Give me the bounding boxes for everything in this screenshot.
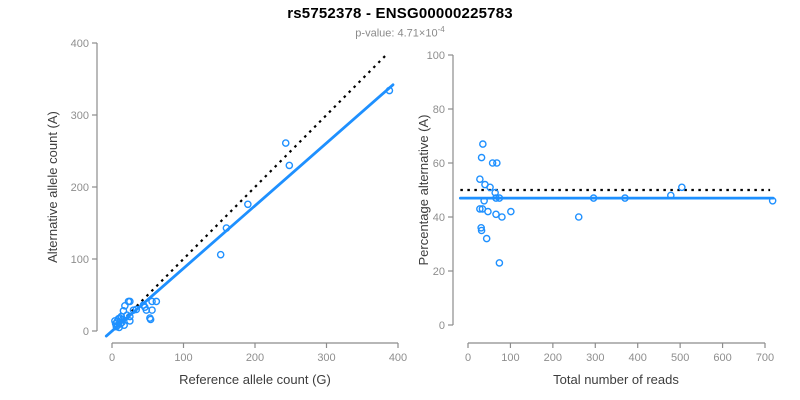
data-point — [480, 196, 488, 205]
left-scatter-plot: Reference allele count (G) Alternative a… — [45, 38, 407, 387]
x-tick-label: 0 — [109, 352, 115, 364]
x-tick-label: 200 — [246, 352, 264, 364]
data-point — [126, 317, 134, 325]
data-point — [476, 175, 484, 183]
data-point — [477, 226, 486, 235]
y-tick-label: 40 — [433, 212, 445, 224]
y-axis-title-right: Percentage alternative (A) — [416, 114, 431, 265]
x-tick-label: 400 — [389, 352, 407, 364]
y-tick-label: 400 — [71, 38, 89, 50]
pvalue-label: p-value: 4.71×10 — [355, 27, 438, 40]
data-point — [495, 259, 504, 267]
data-point — [678, 183, 686, 192]
y-tick-label: 300 — [71, 110, 89, 122]
y-axis-title-left: Alternative allele count (A) — [45, 111, 60, 263]
y-tick-label: 80 — [433, 104, 445, 116]
data-point — [216, 250, 225, 259]
x-tick-label: 700 — [756, 352, 774, 364]
data-point — [491, 188, 499, 197]
right-scatter-plot: Total number of reads Percentage alterna… — [416, 50, 777, 387]
data-point — [111, 317, 119, 325]
data-point — [115, 323, 123, 332]
data-point — [495, 194, 504, 202]
x-axis-title-right: Total number of reads — [553, 372, 679, 387]
data-point — [574, 213, 583, 221]
data-point — [139, 301, 148, 309]
fit-line — [104, 83, 395, 338]
x-tick-label: 200 — [544, 352, 562, 364]
x-axis-title-left: Reference allele count (G) — [179, 372, 331, 387]
x-tick-label: 300 — [317, 352, 335, 364]
data-point — [129, 306, 138, 314]
data-point — [146, 314, 154, 322]
y-tick-label: 100 — [71, 254, 89, 266]
data-point — [488, 159, 497, 167]
data-point — [222, 224, 231, 232]
data-point — [486, 183, 494, 192]
data-point — [285, 161, 294, 170]
y-tick-label: 0 — [83, 326, 89, 338]
data-point — [768, 196, 777, 205]
data-point — [244, 200, 252, 209]
y-tick-label: 0 — [439, 320, 445, 332]
y-tick-label: 60 — [433, 158, 445, 170]
data-point — [498, 213, 506, 221]
data-point — [121, 301, 129, 310]
data-point — [479, 140, 487, 148]
data-point — [621, 194, 629, 202]
data-point — [493, 159, 501, 167]
y-tick-label: 200 — [71, 182, 89, 194]
x-tick-label: 0 — [465, 352, 471, 364]
chart-header: rs5752378 - ENSG00000225783 p-value: 4.7… — [0, 5, 800, 41]
data-point — [385, 86, 394, 95]
data-point — [482, 234, 491, 243]
reference-dotted-line — [111, 53, 388, 332]
pvalue-exponent: -4 — [437, 25, 445, 34]
data-point — [281, 139, 290, 147]
data-point — [589, 194, 598, 202]
x-tick-label: 500 — [671, 352, 689, 364]
y-tick-label: 20 — [433, 266, 445, 278]
data-point — [667, 191, 675, 200]
data-point — [152, 297, 161, 306]
data-point — [484, 207, 492, 216]
data-point — [507, 207, 515, 216]
data-point — [492, 210, 500, 219]
y-tick-label: 100 — [427, 50, 445, 62]
data-point — [148, 297, 156, 306]
x-tick-label: 100 — [501, 352, 519, 364]
data-point — [476, 205, 484, 213]
x-tick-label: 600 — [713, 352, 731, 364]
data-point — [477, 223, 485, 232]
x-tick-label: 300 — [586, 352, 604, 364]
x-tick-label: 400 — [629, 352, 647, 364]
data-point — [477, 153, 486, 162]
chart-subtitle: p-value: 4.71×10-4 — [0, 25, 800, 41]
chart-title: rs5752378 - ENSG00000225783 — [287, 5, 513, 22]
data-point — [492, 194, 500, 202]
x-tick-label: 100 — [174, 352, 192, 364]
